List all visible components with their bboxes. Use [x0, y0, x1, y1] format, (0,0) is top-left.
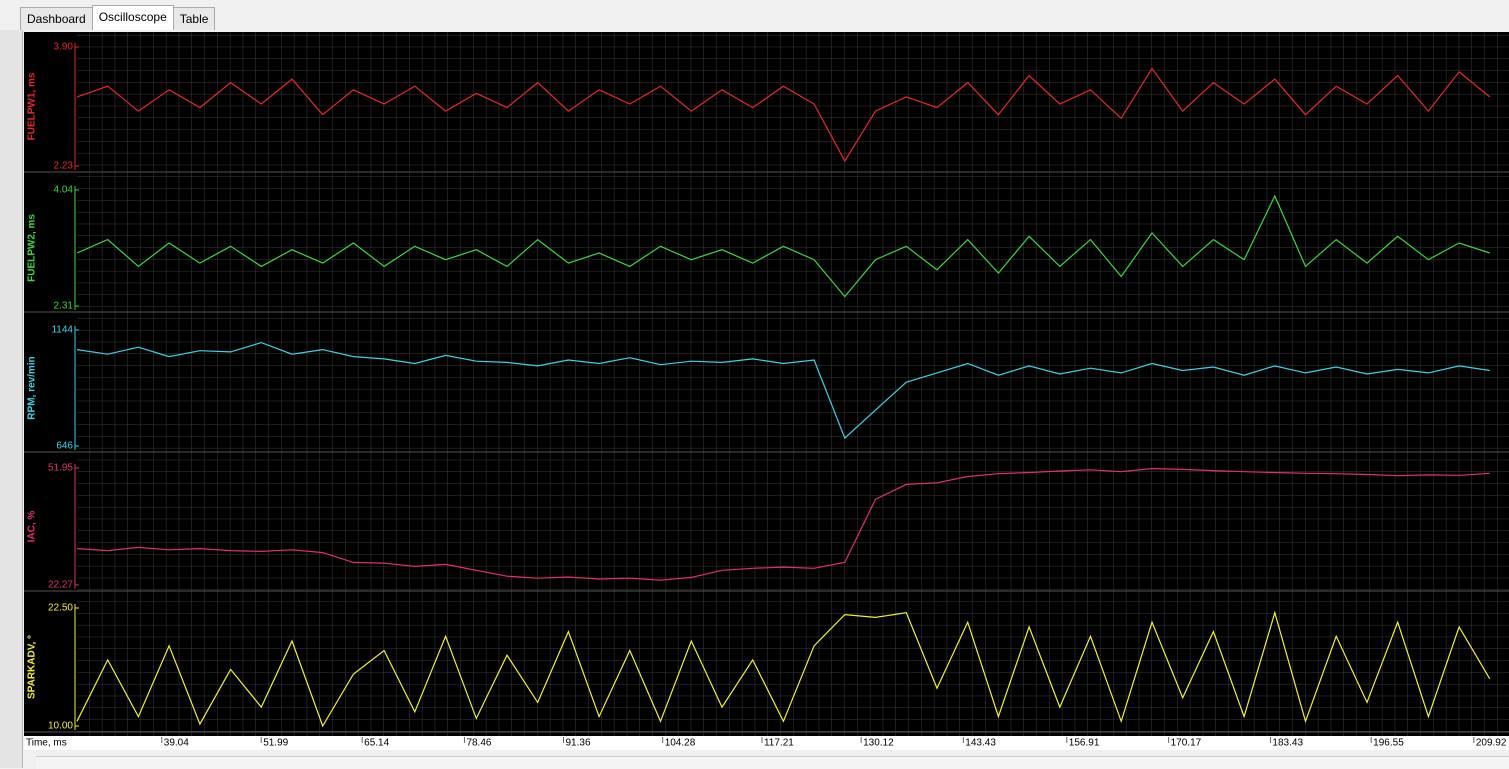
tab[interactable]: Dashboard: [20, 7, 93, 30]
tab[interactable]: Oscilloscope: [91, 5, 174, 30]
y-axis-label: FUELPW1, ms: [27, 72, 38, 140]
x-tick-label: 104.28: [665, 738, 696, 749]
x-tick-label: 130.12: [863, 738, 894, 749]
signal-line: [76, 467, 1490, 581]
x-tick-label: 91.36: [565, 738, 590, 749]
y-tick-label: 22.27: [48, 580, 73, 591]
y-tick-label: 51.95: [48, 463, 73, 474]
y-axis-label: IAC, %: [27, 511, 38, 543]
y-axis-label: SPARKADV, °: [27, 635, 38, 699]
side-toolbar: [0, 30, 23, 768]
grid: [77, 32, 1509, 736]
x-tick-label: 209.92: [1476, 738, 1507, 749]
tab-bar: Dashboard Oscilloscope Table: [20, 4, 216, 30]
tab[interactable]: Table: [172, 7, 216, 30]
y-axis-label: FUELPW2, ms: [27, 214, 38, 282]
x-tick-label: 78.46: [466, 738, 491, 749]
x-tick-label: 117.21: [764, 738, 794, 749]
x-tick-label: 196.55: [1373, 738, 1404, 749]
x-tick-label: 39.04: [164, 738, 189, 749]
y-tick-label: 2.23: [54, 161, 74, 172]
x-axis-label: Time, ms: [26, 738, 67, 749]
y-tick-label: 22.50: [48, 603, 73, 614]
scrollbar[interactable]: [36, 756, 1509, 769]
x-tick-label: 143.43: [965, 738, 996, 749]
y-tick-label: 646: [56, 441, 73, 452]
time-axis-bar: [24, 736, 1509, 750]
signal-line: [76, 67, 1491, 163]
signal-line: [76, 341, 1490, 440]
y-tick-label: 2.31: [54, 301, 74, 312]
y-axis-label: RPM, rev/min: [27, 356, 38, 419]
y-tick-label: 10.00: [48, 721, 73, 732]
signal-line: [76, 194, 1490, 298]
x-tick-label: 170.17: [1171, 738, 1202, 749]
y-tick-label: 4.04: [54, 185, 74, 196]
x-tick-label: 65.14: [364, 738, 389, 749]
x-tick-label: 51.99: [263, 738, 288, 749]
y-tick-label: 1144: [51, 325, 73, 336]
x-tick-label: 156.91: [1069, 738, 1100, 749]
y-tick-label: 3.90: [54, 42, 74, 53]
signal-line: [76, 610, 1491, 728]
x-tick-label: 183.43: [1272, 738, 1303, 749]
